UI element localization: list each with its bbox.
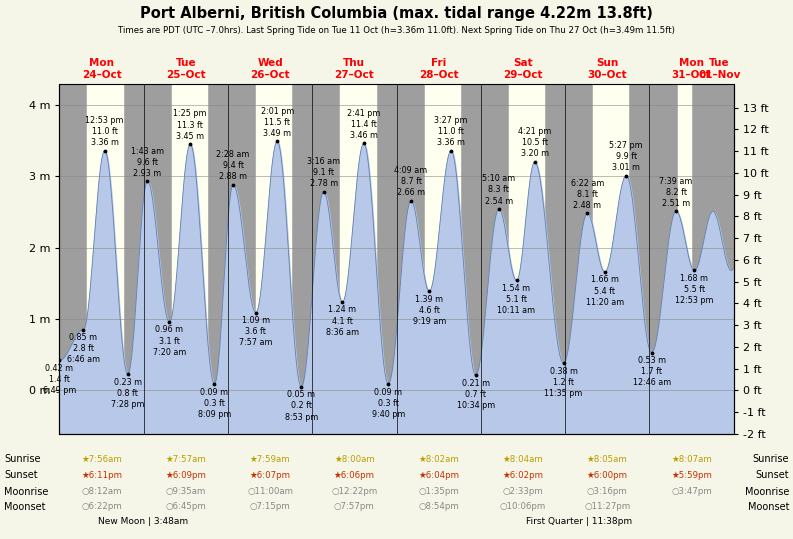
Bar [291, 84, 340, 434]
Text: 5:27 pm
9.9 ft
3.01 m: 5:27 pm 9.9 ft 3.01 m [610, 141, 643, 172]
Text: 0.42 m
1.4 ft
6:49 pm: 0.42 m 1.4 ft 6:49 pm [43, 364, 76, 395]
Bar [593, 84, 628, 434]
Text: Sunrise: Sunrise [753, 454, 789, 464]
Text: 5:10 am
8.3 ft
2.54 m: 5:10 am 8.3 ft 2.54 m [482, 174, 515, 205]
Bar [628, 84, 678, 434]
Text: 0.53 m
1.7 ft
12:46 am: 0.53 m 1.7 ft 12:46 am [633, 356, 671, 388]
Bar [340, 84, 376, 434]
Text: ○8:12am: ○8:12am [82, 487, 122, 496]
Text: ★8:07am: ★8:07am [671, 455, 712, 464]
Text: Times are PDT (UTC –7.0hrs). Last Spring Tide on Tue 11 Oct (h=3.36m 11.0ft). Ne: Times are PDT (UTC –7.0hrs). Last Spring… [118, 26, 675, 35]
Text: Moonrise: Moonrise [4, 487, 48, 496]
Text: Sat
29–Oct: Sat 29–Oct [503, 58, 542, 80]
Text: 1.39 m
4.6 ft
9:19 am: 1.39 m 4.6 ft 9:19 am [412, 295, 446, 326]
Text: ★6:02pm: ★6:02pm [503, 471, 543, 480]
Bar [460, 84, 509, 434]
Text: 0.09 m
0.3 ft
9:40 pm: 0.09 m 0.3 ft 9:40 pm [372, 388, 405, 419]
Text: Moonset: Moonset [748, 502, 789, 512]
Text: ○3:47pm: ○3:47pm [671, 487, 712, 496]
Text: Thu
27–Oct: Thu 27–Oct [335, 58, 374, 80]
Text: 3:27 pm
11.0 ft
3.36 m: 3:27 pm 11.0 ft 3.36 m [435, 116, 468, 147]
Text: 4:21 pm
10.5 ft
3.20 m: 4:21 pm 10.5 ft 3.20 m [518, 127, 551, 158]
Text: ★6:11pm: ★6:11pm [81, 471, 122, 480]
Text: Mon
24–Oct: Mon 24–Oct [82, 58, 121, 80]
Text: 2:41 pm
11.4 ft
3.46 m: 2:41 pm 11.4 ft 3.46 m [347, 109, 381, 140]
Text: ○10:06pm: ○10:06pm [500, 502, 546, 511]
Bar [425, 84, 460, 434]
Text: ★8:04am: ★8:04am [503, 455, 543, 464]
Text: Sunset: Sunset [756, 471, 789, 480]
Bar [207, 84, 256, 434]
Text: 1:25 pm
11.3 ft
3.45 m: 1:25 pm 11.3 ft 3.45 m [174, 109, 207, 141]
Text: Sun
30–Oct: Sun 30–Oct [588, 58, 627, 80]
Bar [87, 84, 123, 434]
Text: Wed
26–Oct: Wed 26–Oct [251, 58, 290, 80]
Text: ★6:00pm: ★6:00pm [587, 471, 627, 480]
Text: 1.54 m
5.1 ft
10:11 am: 1.54 m 5.1 ft 10:11 am [497, 284, 535, 315]
Text: 1.24 m
4.1 ft
8:36 am: 1.24 m 4.1 ft 8:36 am [326, 306, 359, 337]
Text: 12:53 pm
11.0 ft
3.36 m: 12:53 pm 11.0 ft 3.36 m [86, 116, 124, 147]
Text: ★7:56am: ★7:56am [81, 455, 122, 464]
Text: New Moon | 3:48am: New Moon | 3:48am [98, 517, 188, 526]
Bar [123, 84, 171, 434]
Text: 0.21 m
0.7 ft
10:34 pm: 0.21 m 0.7 ft 10:34 pm [457, 379, 495, 410]
Text: 1.68 m
5.5 ft
12:53 pm: 1.68 m 5.5 ft 12:53 pm [676, 274, 714, 305]
Text: Fri
28–Oct: Fri 28–Oct [419, 58, 458, 80]
Text: 3:16 am
9.1 ft
2.78 m: 3:16 am 9.1 ft 2.78 m [307, 157, 340, 189]
Text: Moonset: Moonset [4, 502, 45, 512]
Text: ○7:57pm: ○7:57pm [334, 502, 375, 511]
Text: ○1:35pm: ○1:35pm [418, 487, 459, 496]
Text: ○6:22pm: ○6:22pm [81, 502, 122, 511]
Text: 2:01 pm
11.5 ft
3.49 m: 2:01 pm 11.5 ft 3.49 m [261, 107, 294, 138]
Bar [691, 84, 734, 434]
Text: 1:43 am
9.6 ft
2.93 m: 1:43 am 9.6 ft 2.93 m [131, 147, 164, 178]
Text: ○11:00am: ○11:00am [247, 487, 293, 496]
Text: 1.09 m
3.6 ft
7:57 am: 1.09 m 3.6 ft 7:57 am [239, 316, 273, 347]
Text: ★6:09pm: ★6:09pm [166, 471, 206, 480]
Bar [544, 84, 593, 434]
Text: ★8:00am: ★8:00am [334, 455, 375, 464]
Bar [678, 84, 691, 434]
Text: Mon
31–Oct: Mon 31–Oct [672, 58, 711, 80]
Text: ★8:02am: ★8:02am [418, 455, 459, 464]
Text: 0.05 m
0.2 ft
8:53 pm: 0.05 m 0.2 ft 8:53 pm [285, 390, 318, 421]
Text: 7:39 am
8.2 ft
2.51 m: 7:39 am 8.2 ft 2.51 m [660, 176, 693, 208]
Text: Tue
01–Nov: Tue 01–Nov [699, 58, 741, 80]
Text: 0.38 m
1.2 ft
11:35 pm: 0.38 m 1.2 ft 11:35 pm [544, 367, 583, 398]
Text: Sunset: Sunset [4, 471, 37, 480]
Text: Moonrise: Moonrise [745, 487, 789, 496]
Text: Tue
25–Oct: Tue 25–Oct [166, 58, 205, 80]
Text: 6:22 am
8.1 ft
2.48 m: 6:22 am 8.1 ft 2.48 m [571, 178, 604, 210]
Text: ○11:27pm: ○11:27pm [584, 502, 630, 511]
Text: ○2:33pm: ○2:33pm [503, 487, 543, 496]
Text: Port Alberni, British Columbia (max. tidal range 4.22m 13.8ft): Port Alberni, British Columbia (max. tid… [140, 6, 653, 22]
Bar [171, 84, 207, 434]
Text: ★8:05am: ★8:05am [587, 455, 627, 464]
Text: 0.09 m
0.3 ft
8:09 pm: 0.09 m 0.3 ft 8:09 pm [197, 388, 231, 419]
Text: ★7:57am: ★7:57am [166, 455, 206, 464]
Bar [59, 84, 87, 434]
Text: ★6:06pm: ★6:06pm [334, 471, 375, 480]
Text: ○7:15pm: ○7:15pm [250, 502, 290, 511]
Text: 4:09 am
8.7 ft
2.66 m: 4:09 am 8.7 ft 2.66 m [394, 166, 427, 197]
Text: 1.66 m
5.4 ft
11:20 am: 1.66 m 5.4 ft 11:20 am [586, 275, 624, 307]
Text: Sunrise: Sunrise [4, 454, 40, 464]
Text: ★5:59pm: ★5:59pm [671, 471, 712, 480]
Text: ★6:04pm: ★6:04pm [418, 471, 459, 480]
Text: 0.23 m
0.8 ft
7:28 pm: 0.23 m 0.8 ft 7:28 pm [111, 377, 144, 409]
Text: 2:28 am
9.4 ft
2.88 m: 2:28 am 9.4 ft 2.88 m [216, 150, 250, 181]
Text: ○9:35am: ○9:35am [166, 487, 206, 496]
Bar [256, 84, 291, 434]
Text: ○12:22pm: ○12:22pm [331, 487, 377, 496]
Text: ★6:07pm: ★6:07pm [250, 471, 290, 480]
Text: ○8:54pm: ○8:54pm [418, 502, 459, 511]
Text: First Quarter | 11:38pm: First Quarter | 11:38pm [526, 517, 632, 526]
Text: ○6:45pm: ○6:45pm [166, 502, 206, 511]
Text: 0.96 m
3.1 ft
7:20 am: 0.96 m 3.1 ft 7:20 am [153, 326, 186, 357]
Text: ○3:16pm: ○3:16pm [587, 487, 627, 496]
Bar [376, 84, 425, 434]
Bar [509, 84, 544, 434]
Text: ★7:59am: ★7:59am [250, 455, 290, 464]
Text: 0.85 m
2.8 ft
6:46 am: 0.85 m 2.8 ft 6:46 am [67, 333, 100, 364]
